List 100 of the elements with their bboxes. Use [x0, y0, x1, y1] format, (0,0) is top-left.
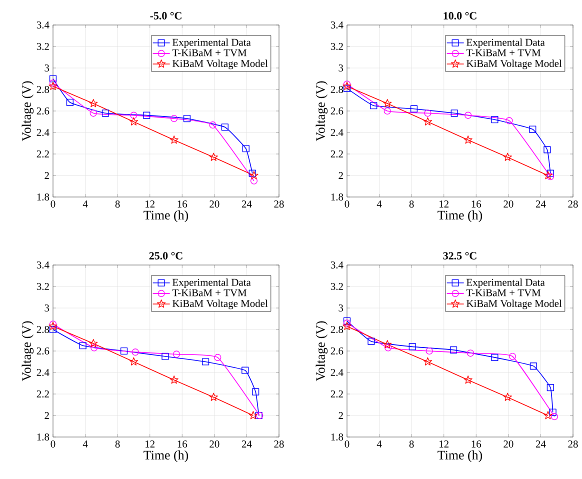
point	[343, 320, 351, 327]
point	[209, 152, 218, 161]
x-tick-label: 4	[376, 440, 382, 448]
y-tick-label: 2.4	[36, 128, 50, 136]
x-tick-label: 0	[344, 440, 350, 448]
x-tick-label: 28	[274, 440, 284, 448]
point	[529, 126, 536, 133]
legend-label: KiBaM Voltage Model	[466, 60, 562, 70]
point	[129, 357, 138, 366]
point	[343, 317, 351, 324]
y-tick-label: 2.8	[36, 326, 50, 334]
point	[370, 102, 378, 110]
legend-label: KiBaM Voltage Model	[466, 300, 562, 310]
point	[368, 338, 375, 345]
point	[170, 114, 178, 122]
y-tick-label: 3.2	[330, 282, 343, 290]
x-tick-label: 4	[376, 200, 382, 208]
point	[464, 112, 472, 119]
x-tick-label: 28	[568, 200, 578, 208]
x-tick-label: 24	[536, 200, 546, 208]
point	[546, 173, 554, 180]
point	[408, 343, 416, 350]
point	[424, 110, 432, 117]
x-tick-label: 12	[146, 440, 155, 448]
x-tick-label: 12	[440, 200, 449, 208]
point	[384, 107, 391, 115]
point	[79, 342, 86, 350]
y-tick-label: 2.2	[36, 150, 49, 158]
point	[120, 347, 128, 355]
chart-title: 25.0 °C	[149, 252, 182, 260]
point	[89, 98, 98, 108]
legend-label: T-KiBaM + TVM	[172, 289, 247, 296]
y-tick-label: 3.4	[36, 261, 50, 269]
x-tick-label: 24	[536, 440, 546, 448]
point	[48, 82, 58, 90]
x-tick-label: 8	[115, 200, 120, 208]
y-tick-label: 2.2	[330, 390, 343, 398]
x-axis-title: Time (h)	[144, 210, 188, 222]
y-tick-label: 3.4	[330, 21, 344, 29]
y-tick-label: 3.2	[330, 42, 343, 50]
point	[544, 146, 551, 154]
y-tick-label: 2.2	[36, 390, 49, 398]
point	[546, 170, 554, 177]
point	[172, 350, 180, 358]
x-tick-label: 28	[568, 440, 578, 448]
y-tick-label: 3.4	[36, 21, 50, 29]
point	[466, 350, 474, 357]
point	[544, 170, 552, 180]
x-tick-label: 4	[82, 200, 88, 208]
point	[383, 340, 392, 348]
y-tick-label: 2	[44, 412, 49, 419]
x-tick-label: 20	[504, 200, 514, 208]
point	[508, 352, 516, 360]
y-tick-label: 2.4	[36, 368, 50, 376]
point	[549, 408, 556, 416]
y-tick-label: 3	[338, 64, 344, 72]
y-tick-label: 3	[44, 304, 50, 312]
y-tick-label: 2.6	[330, 107, 344, 115]
legend-label: Experimental Data	[172, 38, 251, 48]
y-axis-title: Voltage (V)	[316, 81, 328, 142]
x-tick-label: 8	[409, 440, 414, 448]
y-tick-label: 3	[338, 304, 344, 312]
point	[242, 145, 250, 152]
y-tick-label: 1.8	[37, 433, 50, 441]
legend-label: T-KiBaM + TVM	[172, 49, 247, 56]
x-tick-label: 24	[242, 200, 252, 208]
x-tick-label: 16	[472, 440, 482, 448]
point	[252, 388, 260, 396]
legend-label: KiBaM Voltage Model	[172, 300, 268, 310]
x-tick-label: 0	[50, 200, 56, 208]
point	[221, 124, 228, 131]
y-tick-label: 2.4	[330, 368, 344, 376]
point	[66, 98, 74, 106]
y-tick-label: 2	[338, 412, 343, 419]
legend-label: T-KiBaM + TVM	[466, 289, 541, 296]
x-tick-label: 16	[472, 200, 482, 208]
x-tick-label: 24	[242, 440, 252, 448]
y-tick-label: 2.8	[330, 326, 344, 334]
point	[102, 110, 110, 117]
point	[202, 358, 210, 366]
y-axis-title: Voltage (V)	[316, 321, 328, 382]
y-tick-label: 2	[338, 172, 343, 179]
point	[423, 357, 432, 366]
point	[162, 352, 169, 360]
y-axis-title: Voltage (V)	[22, 321, 34, 382]
x-tick-label: 20	[210, 440, 220, 448]
chart-title: -5.0 °C	[150, 12, 182, 20]
y-tick-label: 2.8	[330, 86, 344, 94]
point	[130, 112, 138, 119]
point	[170, 136, 178, 144]
x-axis-title: Time (h)	[144, 450, 188, 462]
point	[90, 344, 98, 352]
point	[530, 362, 538, 370]
point	[550, 413, 558, 420]
point	[503, 392, 512, 401]
point	[250, 170, 258, 180]
y-tick-label: 2.4	[330, 128, 344, 136]
point	[89, 338, 98, 348]
x-tick-label: 12	[440, 440, 449, 448]
y-tick-label: 2	[44, 172, 49, 179]
